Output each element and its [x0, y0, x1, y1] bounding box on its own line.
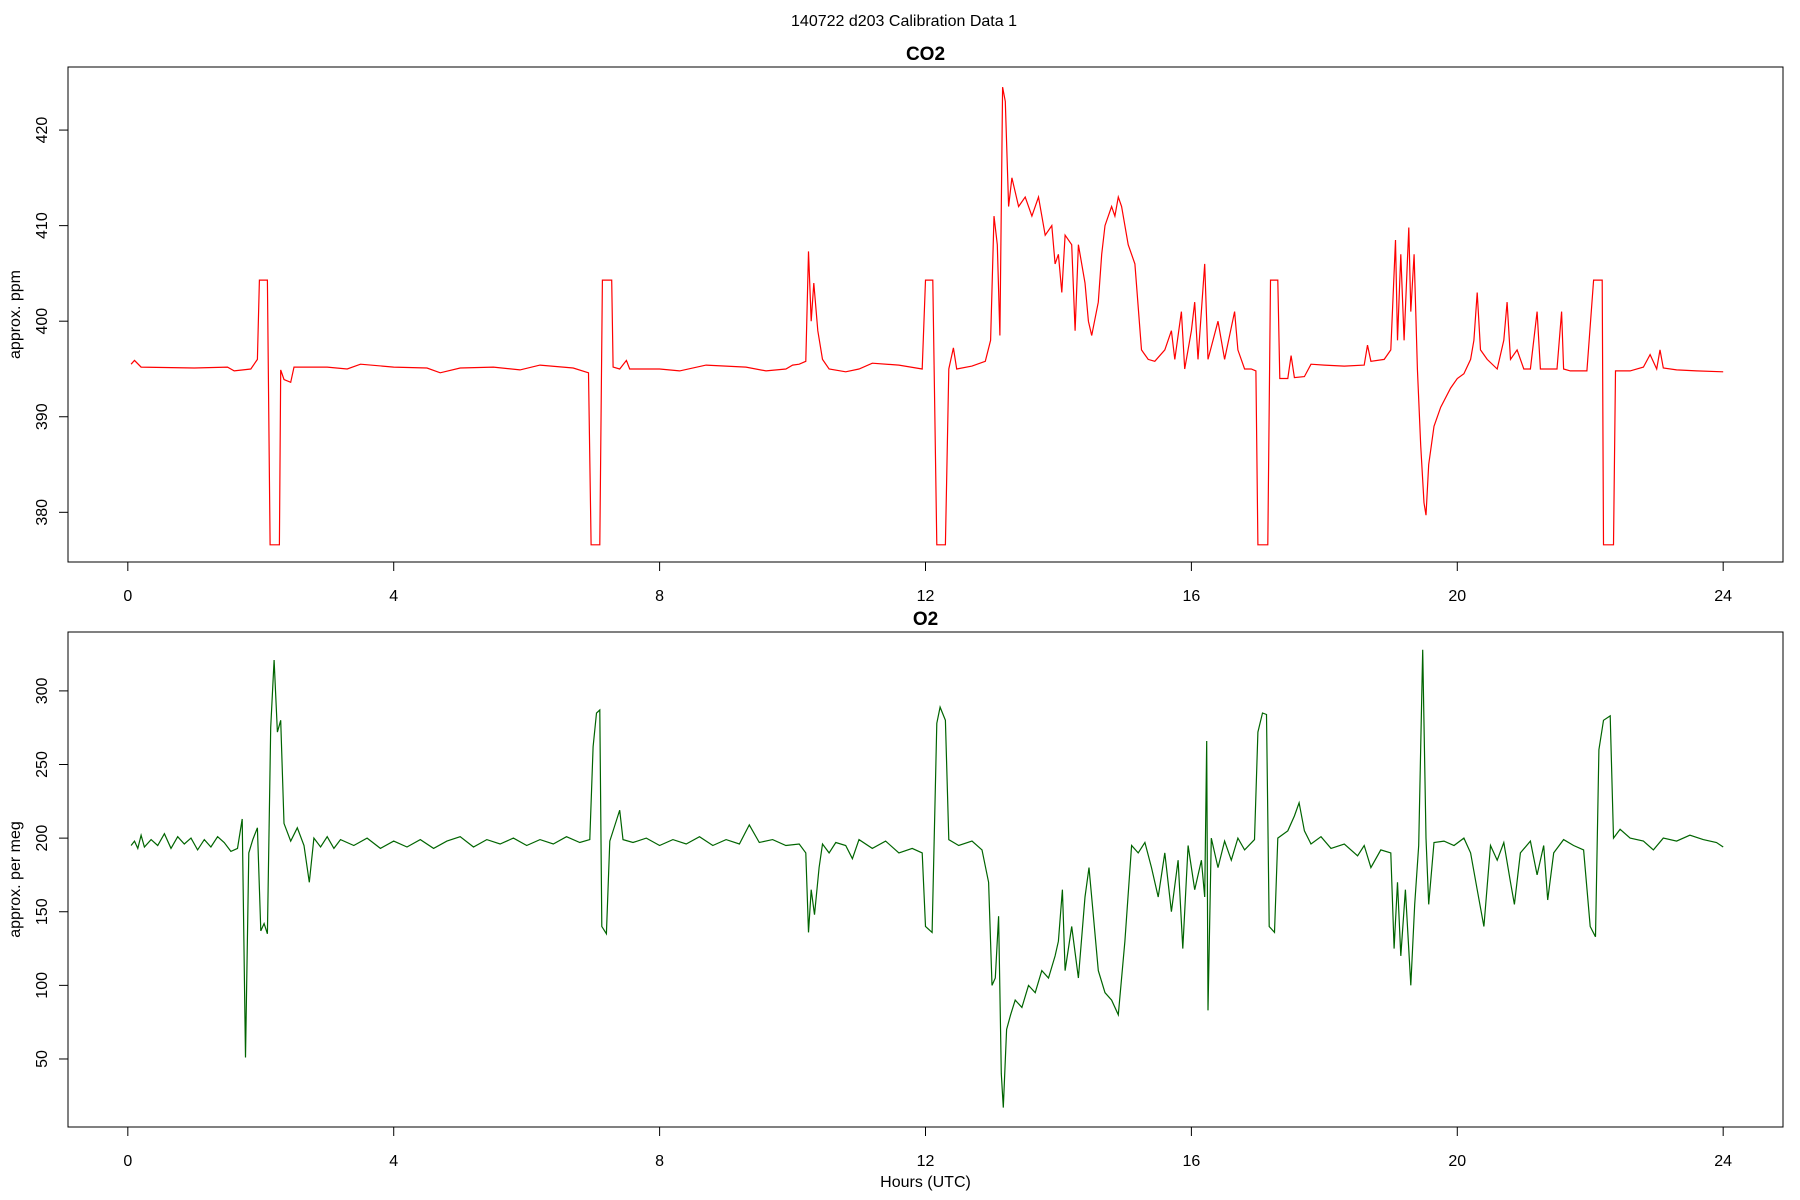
- y-tick-label: 150: [34, 898, 51, 925]
- y-tick-label: 200: [34, 825, 51, 852]
- x-tick-label: 20: [1448, 588, 1466, 605]
- x-tick-label: 20: [1448, 1153, 1466, 1170]
- x-tick-label: 12: [917, 1153, 935, 1170]
- figure-title: 140722 d203 Calibration Data 1: [791, 13, 1017, 30]
- plot-frame: [67, 66, 1784, 563]
- x-tick-label: 24: [1714, 588, 1732, 605]
- y-axis-label: approx. ppm: [7, 270, 24, 359]
- y-tick-label: 390: [34, 403, 51, 430]
- x-tick-label: 24: [1714, 1153, 1732, 1170]
- x-tick-label: 8: [655, 588, 664, 605]
- x-axis-label: Hours (UTC): [880, 1174, 971, 1191]
- y-tick-label: 410: [34, 212, 51, 239]
- data-line: [130, 649, 1724, 1108]
- x-tick-label: 4: [389, 1153, 398, 1170]
- x-tick-label: 16: [1182, 588, 1200, 605]
- y-axis-label: approx. per meg: [7, 821, 24, 938]
- y-tick-label: 380: [34, 499, 51, 526]
- x-tick-label: 12: [917, 588, 935, 605]
- y-tick-label: 400: [34, 308, 51, 335]
- panel-title: O2: [913, 609, 938, 630]
- x-tick-label: 8: [655, 1153, 664, 1170]
- y-tick-label: 250: [34, 751, 51, 778]
- y-tick-label: 50: [34, 1050, 51, 1068]
- plot-frame: [67, 631, 1784, 1128]
- panel-title: CO2: [906, 44, 945, 65]
- x-tick-label: 0: [123, 588, 132, 605]
- data-line: [130, 86, 1724, 546]
- y-tick-label: 100: [34, 972, 51, 999]
- y-tick-label: 420: [34, 117, 51, 144]
- x-tick-label: 0: [123, 1153, 132, 1170]
- y-tick-label: 300: [34, 677, 51, 704]
- x-tick-label: 16: [1182, 1153, 1200, 1170]
- x-tick-label: 4: [389, 588, 398, 605]
